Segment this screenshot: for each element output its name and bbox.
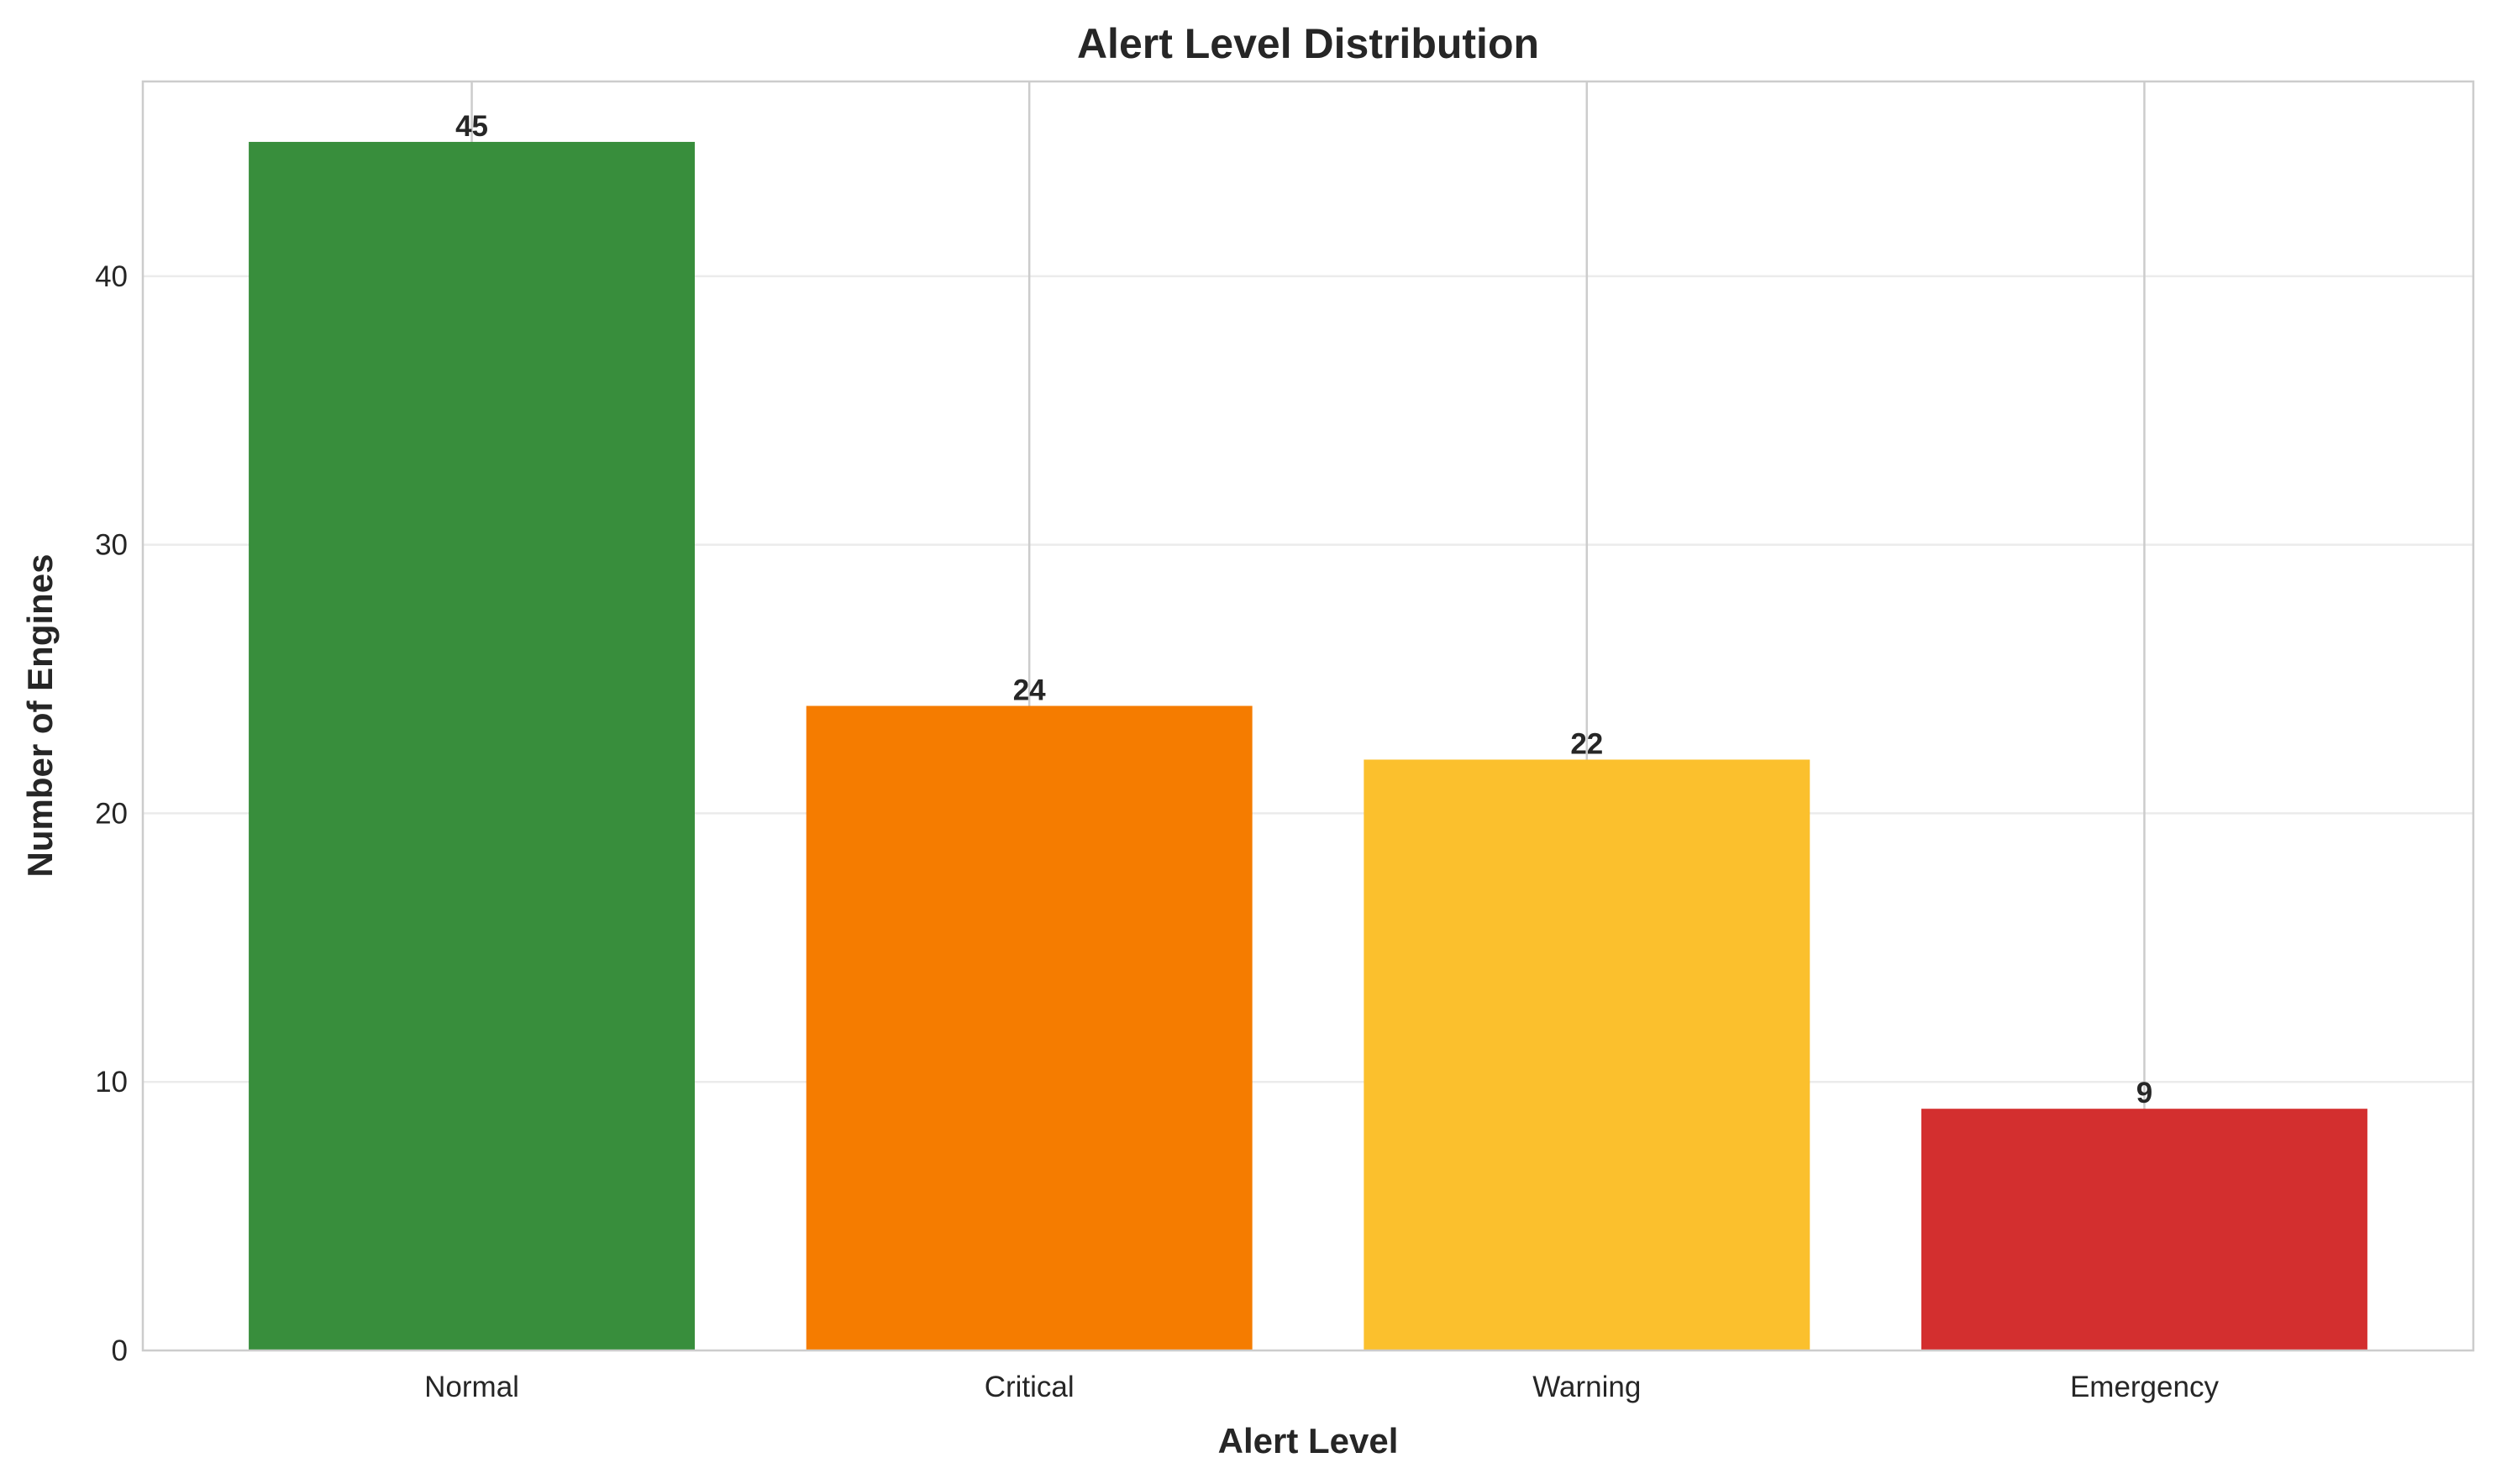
bar-emergency [1921, 1109, 2367, 1350]
x-tick-label-critical: Critical [985, 1371, 1075, 1403]
bar-normal [249, 141, 695, 1350]
y-tick-label: 20 [95, 797, 128, 830]
bar-warning [1364, 759, 1810, 1350]
y-tick-label: 0 [112, 1335, 128, 1367]
data-label-normal: 45 [455, 110, 488, 143]
y-tick-label: 30 [95, 529, 128, 562]
data-label-emergency: 9 [2136, 1077, 2152, 1109]
bars [249, 141, 2367, 1350]
y-tick-label: 10 [95, 1066, 128, 1099]
bar-critical [806, 705, 1253, 1350]
y-axis-label: Number of Engines [20, 553, 60, 877]
x-tick-label-normal: Normal [424, 1371, 519, 1403]
y-tick-labels: 0 10 20 30 40 [95, 260, 128, 1367]
x-tick-label-warning: Warning [1532, 1371, 1641, 1403]
x-axis-label: Alert Level [1218, 1421, 1399, 1460]
y-tick-label: 40 [95, 260, 128, 293]
plot-frame [141, 80, 2475, 1352]
chart-title: Alert Level Distribution [1077, 20, 1539, 67]
data-label-warning: 22 [1570, 727, 1603, 760]
data-labels: 45 24 22 9 [455, 110, 2152, 1109]
x-tick-labels: Normal Critical Warning Emergency [424, 1371, 2219, 1403]
data-label-critical: 24 [1013, 674, 1046, 707]
x-tick-label-emergency: Emergency [2070, 1371, 2220, 1403]
